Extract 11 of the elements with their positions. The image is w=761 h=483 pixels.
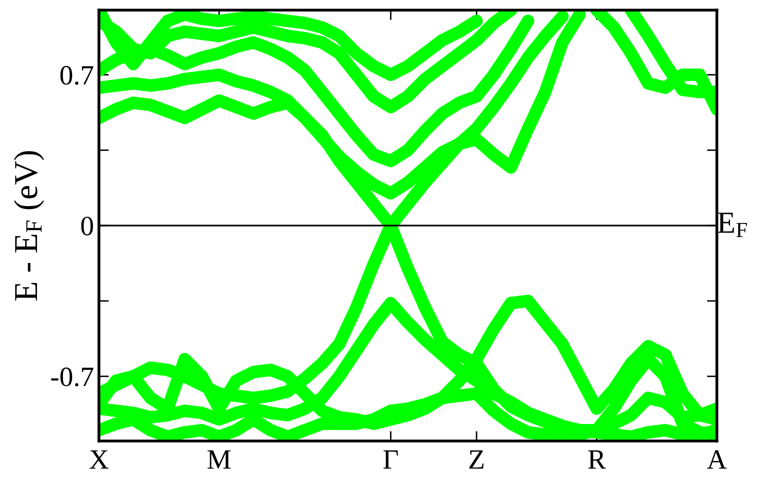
y-tick-label: -0.7 (51, 368, 94, 386)
x-tick-label: Z (469, 450, 484, 469)
x-tick-label: A (707, 450, 727, 469)
y-tick-label: 0 (81, 216, 94, 236)
x-tick-label: R (588, 450, 606, 469)
x-tick-label: M (208, 450, 231, 469)
ref-line-label: E$_{F}$ (718, 212, 747, 237)
x-tick-label: Γ (384, 450, 398, 469)
y-axis-title: E - E$_{F}$ (eV) (14, 151, 44, 301)
y-tick-label: 0.7 (60, 66, 94, 85)
x-tick-label: X (90, 450, 108, 469)
